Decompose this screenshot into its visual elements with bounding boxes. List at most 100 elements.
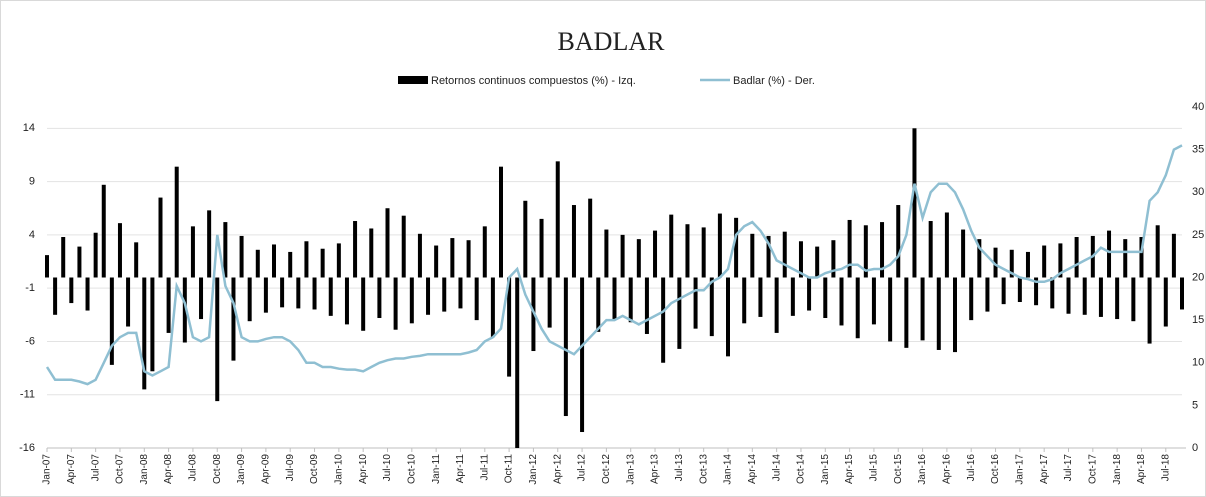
bar: [85, 277, 90, 311]
bar: [580, 277, 585, 433]
bar: [742, 277, 747, 324]
bar: [401, 215, 406, 278]
x-tick-label: Jul-13: [674, 454, 685, 482]
bar: [912, 128, 917, 278]
bar: [1163, 277, 1168, 327]
bar: [1147, 277, 1152, 344]
x-tick-label: Apr-15: [844, 454, 855, 484]
bar: [369, 228, 374, 278]
bar: [1058, 243, 1063, 278]
legend-swatch: [398, 76, 428, 84]
bar: [782, 231, 787, 278]
x-tick-label: Jul-15: [869, 454, 880, 482]
bar: [1074, 237, 1079, 278]
x-tick-label: Oct-16: [990, 454, 1001, 484]
bar: [539, 218, 544, 278]
bar: [69, 277, 74, 304]
bar: [239, 235, 244, 278]
bar: [839, 277, 844, 326]
bar: [750, 233, 755, 278]
x-tick-label: Oct-13: [698, 454, 709, 484]
bar: [563, 277, 568, 417]
bar: [344, 277, 349, 325]
x-tick-label: Oct-09: [309, 454, 320, 484]
x-tick-label: Oct-07: [115, 454, 126, 484]
bar: [936, 277, 941, 350]
y2-tick-label: 35: [1192, 144, 1204, 156]
bar: [596, 277, 601, 332]
bar: [426, 277, 431, 315]
bar: [863, 225, 868, 278]
x-tick-label: Jul-11: [479, 454, 490, 481]
bar: [1034, 277, 1039, 306]
x-tick-label: Apr-17: [1039, 454, 1050, 484]
bar: [798, 241, 803, 278]
bar: [328, 277, 333, 316]
bar: [855, 277, 860, 339]
bar: [693, 277, 698, 329]
bar: [507, 277, 512, 377]
y2-tick-label: 20: [1192, 271, 1204, 283]
bar: [312, 277, 317, 310]
y-tick-label: 4: [29, 229, 35, 241]
bar: [977, 239, 982, 278]
bar: [928, 221, 933, 278]
bar: [458, 277, 463, 309]
bar: [985, 277, 990, 312]
x-tick-label: Oct-14: [796, 454, 807, 484]
bar: [1123, 239, 1128, 278]
bar: [588, 198, 593, 278]
bar: [61, 237, 66, 278]
bar: [661, 277, 666, 363]
bar: [393, 277, 398, 330]
x-tick-label: Jul-07: [90, 454, 101, 482]
y2-tick-label: 25: [1192, 229, 1204, 241]
bar: [944, 212, 949, 278]
x-tick-label: Jul-16: [966, 454, 977, 482]
x-tick-label: Oct-15: [893, 454, 904, 484]
bar: [847, 219, 852, 278]
bar: [953, 277, 957, 353]
bar: [1115, 277, 1120, 320]
bar: [628, 277, 633, 323]
x-tick-label: Jul-14: [771, 454, 782, 482]
x-tick-label: Jan-12: [528, 454, 539, 485]
bar: [474, 277, 479, 321]
bar: [434, 245, 439, 278]
bar: [126, 277, 131, 327]
bar: [45, 255, 49, 278]
bar: [109, 277, 114, 365]
x-tick-label: Oct-17: [1087, 454, 1098, 484]
bar: [669, 214, 674, 278]
x-tick-label: Jan-15: [820, 454, 831, 485]
x-tick-label: Oct-11: [504, 454, 515, 484]
y-tick-label: -16: [19, 442, 35, 454]
bar: [499, 166, 503, 278]
y-tick-label: 9: [29, 176, 35, 188]
bar: [490, 277, 495, 338]
bar: [207, 210, 212, 278]
bar: [409, 277, 414, 324]
bar: [336, 243, 341, 278]
bar: [377, 277, 382, 318]
bar: [93, 232, 98, 278]
bar: [150, 277, 155, 372]
x-tick-label: Jul-08: [188, 454, 199, 482]
bar: [790, 277, 795, 316]
bar: [547, 277, 552, 328]
x-tick-label: Jul-18: [1160, 454, 1171, 482]
x-tick-label: Jan-13: [625, 454, 636, 485]
bar: [280, 277, 285, 308]
bar: [417, 233, 422, 278]
bar: [515, 277, 520, 448]
bar: [920, 277, 925, 341]
x-tick-label: Jul-10: [382, 454, 393, 482]
bar: [993, 247, 998, 278]
x-tick-label: Apr-09: [261, 454, 272, 484]
bar: [263, 277, 268, 313]
bar: [1107, 230, 1112, 278]
x-tick-label: Apr-07: [66, 454, 77, 484]
y2-tick-label: 0: [1192, 442, 1198, 454]
